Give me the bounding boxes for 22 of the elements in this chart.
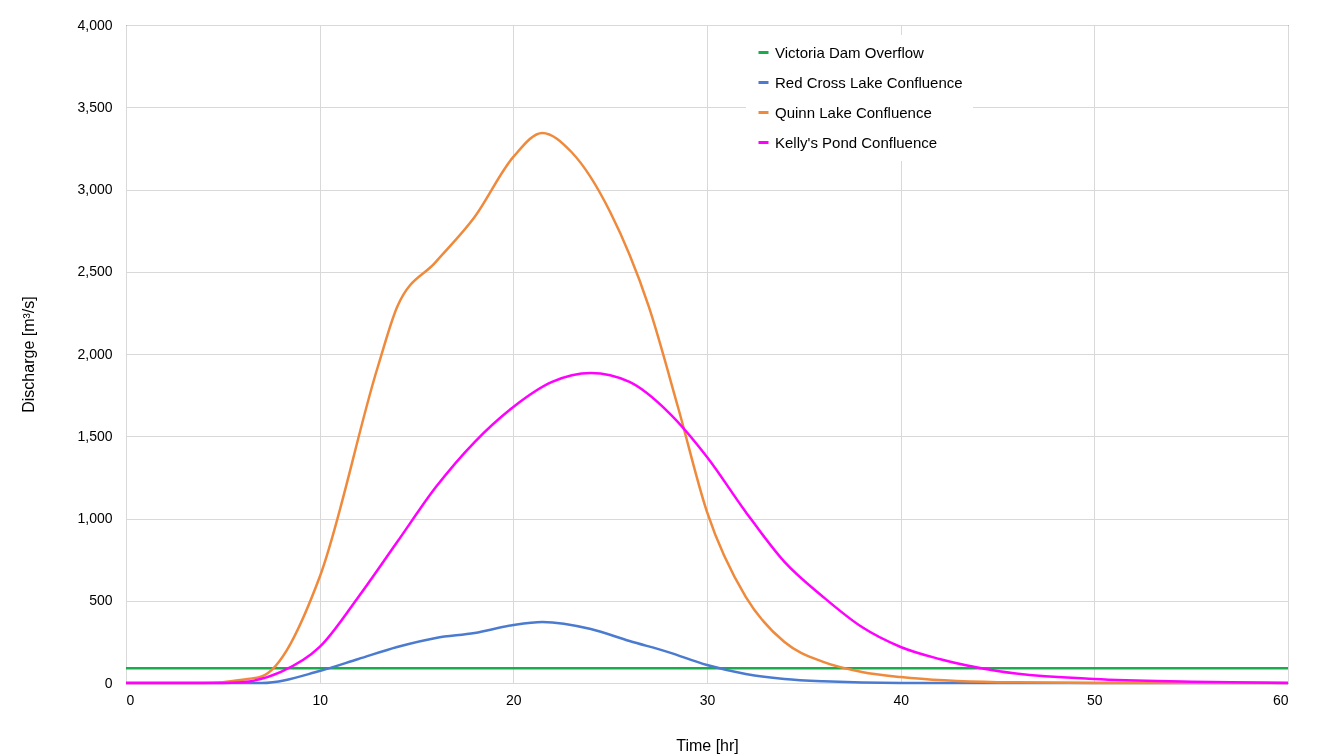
- y-tick-label: 1,500: [77, 427, 113, 444]
- y-tick-label: 500: [89, 592, 113, 609]
- y-tick-label: 3,500: [77, 98, 113, 115]
- x-tick-label: 40: [893, 691, 910, 708]
- legend-label: Kelly's Pond Confluence: [775, 133, 938, 151]
- x-tick-label: 10: [312, 691, 329, 708]
- y-axis-title: Discharge [m³/s]: [20, 296, 38, 413]
- legend-label: Red Cross Lake Confluence: [775, 73, 963, 91]
- legend-label: Quinn Lake Confluence: [775, 103, 932, 121]
- y-tick-label: 1,000: [77, 510, 113, 526]
- x-tick-label: 30: [699, 691, 716, 708]
- x-tick-label: 50: [1087, 691, 1103, 708]
- y-tick-label: 2,000: [77, 345, 113, 362]
- y-tick-label: 2,500: [77, 263, 113, 280]
- x-axis-title: Time [hr]: [676, 736, 739, 754]
- legend-label: Victoria Dam Overflow: [775, 43, 925, 61]
- y-tick-label: 0: [104, 674, 113, 691]
- x-tick-label: 20: [506, 691, 522, 708]
- y-tick-label: 4,000: [77, 16, 113, 33]
- x-tick-label: 60: [1272, 691, 1289, 708]
- y-tick-label: 3,000: [77, 181, 113, 197]
- x-tick-label: 0: [126, 691, 135, 708]
